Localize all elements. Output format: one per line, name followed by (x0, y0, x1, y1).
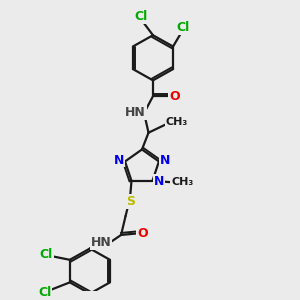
Text: Cl: Cl (38, 286, 52, 299)
Text: N: N (160, 154, 170, 166)
Text: N: N (114, 154, 124, 166)
Text: HN: HN (91, 236, 111, 249)
Text: O: O (169, 90, 180, 103)
Text: CH₃: CH₃ (171, 177, 193, 187)
Text: HN: HN (125, 106, 146, 119)
Text: Cl: Cl (177, 21, 190, 34)
Text: Cl: Cl (134, 10, 148, 22)
Text: CH₃: CH₃ (166, 117, 188, 127)
Text: N: N (154, 175, 164, 188)
Text: Cl: Cl (39, 248, 53, 260)
Text: O: O (137, 227, 148, 240)
Text: S: S (126, 195, 135, 208)
